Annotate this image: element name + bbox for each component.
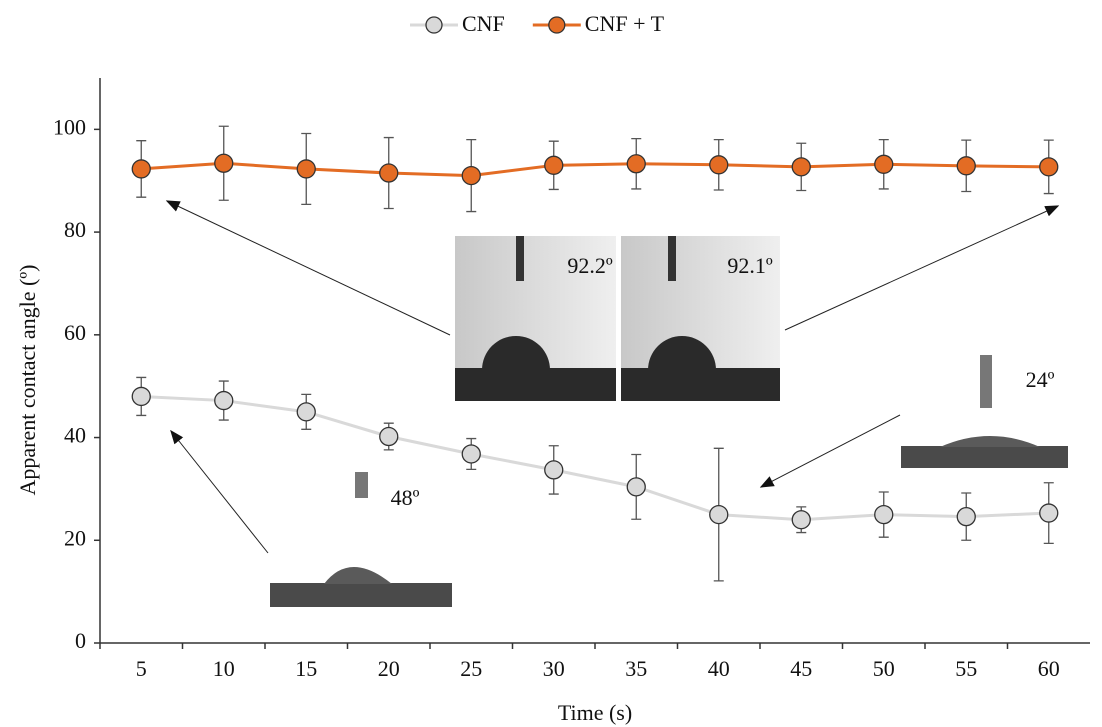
chart: 92.2º 92.1º 48º 24º Time (s) Apparent co… [0,0,1102,727]
x-tick-label: 35 [625,656,647,681]
marker [132,387,150,405]
annotation: 48º [391,485,420,510]
x-tick-label: 30 [543,656,565,681]
marker [462,445,480,463]
x-tick-label: 5 [136,656,147,681]
marker [875,155,893,173]
marker [380,164,398,182]
inset-images [270,236,1068,607]
annotation: 92.2º [567,253,613,278]
marker [132,160,150,178]
x-tick-label: 15 [295,656,317,681]
x-tick-label: 40 [708,656,730,681]
x-tick-label: 60 [1038,656,1060,681]
marker [957,508,975,526]
y-axis-label: Apparent contact angle (º) [15,265,40,496]
y-tick-label: 60 [64,320,86,345]
y-tick-label: 0 [75,628,86,653]
x-tick-label: 20 [378,656,400,681]
annotation: 24º [1026,367,1055,392]
legend-label: CNF [462,11,505,36]
marker [545,156,563,174]
x-tick-label: 10 [213,656,235,681]
y-tick-label: 80 [64,217,86,242]
y-tick-label: 40 [64,423,86,448]
marker [792,158,810,176]
annotation: 92.1º [727,253,773,278]
x-axis-label: Time (s) [558,700,632,725]
marker [627,478,645,496]
marker [627,155,645,173]
marker [297,160,315,178]
marker [957,157,975,175]
marker [215,154,233,172]
x-tick-label: 45 [790,656,812,681]
x-tick-label: 50 [873,656,895,681]
y-tick-label: 100 [53,114,86,139]
marker [710,156,728,174]
legend-marker [549,17,565,33]
marker [297,403,315,421]
marker [462,167,480,185]
marker [1040,158,1058,176]
marker [380,428,398,446]
marker [710,506,728,524]
marker [875,506,893,524]
marker [792,511,810,529]
legend-marker [426,17,442,33]
series-line [141,163,1049,175]
marker [1040,504,1058,522]
marker [545,461,563,479]
marker [215,392,233,410]
x-tick-label: 25 [460,656,482,681]
x-tick-label: 55 [955,656,977,681]
legend-label: CNF + T [585,11,665,36]
y-tick-label: 20 [64,525,86,550]
